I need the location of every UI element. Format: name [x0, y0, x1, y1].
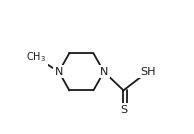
- Text: N: N: [100, 67, 108, 77]
- Text: N: N: [55, 67, 63, 77]
- Text: S: S: [120, 105, 127, 115]
- Text: SH: SH: [140, 67, 155, 77]
- Text: CH$_3$: CH$_3$: [26, 51, 46, 64]
